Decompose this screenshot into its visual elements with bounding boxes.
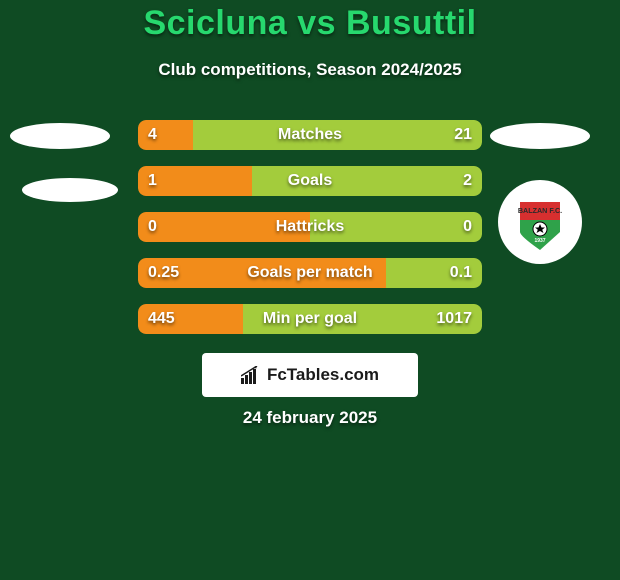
stat-row: 0.250.1Goals per match: [138, 258, 482, 288]
left-team-badge-placeholder: [10, 123, 110, 149]
stat-left-value: 4: [148, 120, 157, 150]
stat-row: 421Matches: [138, 120, 482, 150]
stat-left-value: 1: [148, 166, 157, 196]
subtitle: Club competitions, Season 2024/2025: [0, 60, 620, 80]
stat-right-value: 2: [463, 166, 472, 196]
svg-text:BALZAN F.C.: BALZAN F.C.: [518, 206, 562, 215]
balzan-fc-crest-icon: BALZAN F.C. 1937: [506, 188, 574, 256]
left-team-badge-placeholder-2: [22, 178, 118, 202]
stat-bar-right: [310, 212, 482, 242]
right-team-badge: BALZAN F.C. 1937: [498, 180, 582, 264]
bar-chart-icon: [241, 366, 261, 384]
stat-row: 00Hattricks: [138, 212, 482, 242]
stat-row: 4451017Min per goal: [138, 304, 482, 334]
stat-right-value: 0.1: [450, 258, 472, 288]
stat-right-value: 0: [463, 212, 472, 242]
page-title: Scicluna vs Busuttil: [0, 4, 620, 43]
date-label: 24 february 2025: [0, 408, 620, 428]
comparison-bars: 421Matches12Goals00Hattricks0.250.1Goals…: [138, 120, 482, 350]
svg-text:1937: 1937: [534, 238, 545, 244]
stat-left-value: 0: [148, 212, 157, 242]
stat-row: 12Goals: [138, 166, 482, 196]
stat-bar-right: [252, 166, 482, 196]
comparison-panel: Scicluna vs Busuttil Club competitions, …: [0, 0, 620, 580]
stat-left-value: 0.25: [148, 258, 179, 288]
fctables-watermark: FcTables.com: [202, 353, 418, 397]
right-team-badge-placeholder: [490, 123, 590, 149]
stat-bar-right: [193, 120, 482, 150]
stat-right-value: 1017: [436, 304, 472, 334]
stat-bar-left: [138, 212, 310, 242]
stat-right-value: 21: [454, 120, 472, 150]
stat-bar-left: [138, 120, 193, 150]
watermark-text: FcTables.com: [267, 365, 379, 385]
stat-left-value: 445: [148, 304, 175, 334]
